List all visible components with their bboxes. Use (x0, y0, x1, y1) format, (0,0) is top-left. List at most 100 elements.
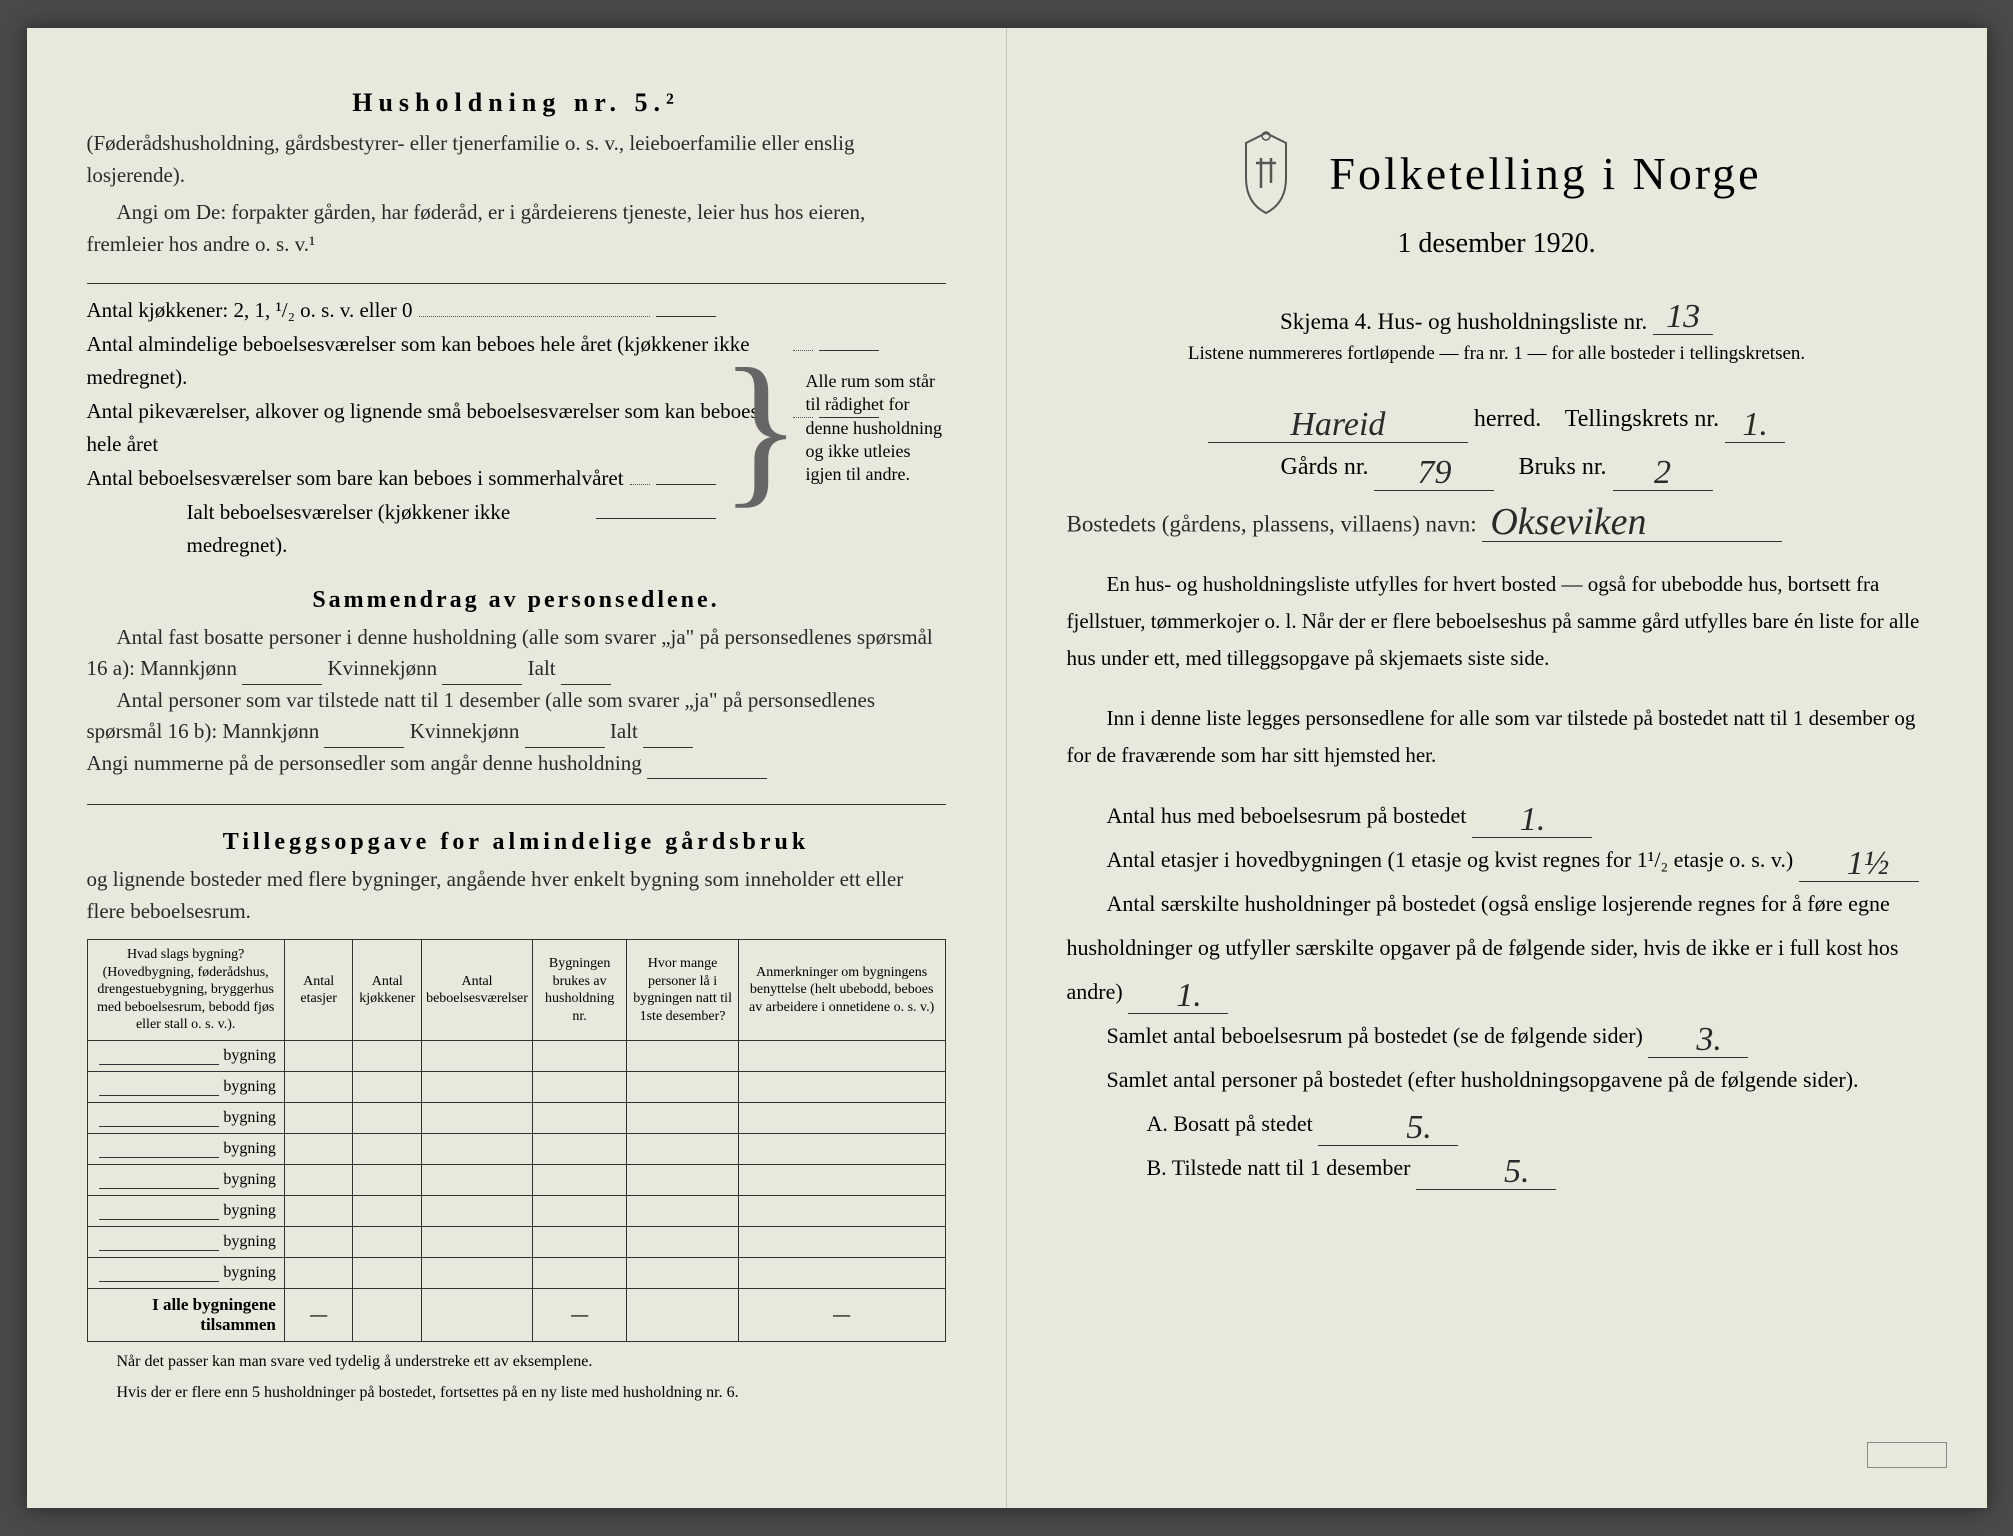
th-3: Antal beboelsesværelser (422, 940, 533, 1041)
table-cell: — (738, 1288, 945, 1341)
bygning-table: Hvad slags bygning? (Hovedbygning, føder… (87, 939, 946, 1342)
kvinne-label-2: Kvinnekjønn (410, 719, 520, 743)
qA-line: A. Bosatt på stedet 5. (1067, 1102, 1927, 1146)
table-row: bygning (87, 1257, 945, 1288)
table-cell (422, 1195, 533, 1226)
right-page: Folketelling i Norge 1 desember 1920. Sk… (1007, 28, 1987, 1508)
kvinne-label: Kvinnekjønn (327, 656, 437, 680)
table-row: bygning (87, 1071, 945, 1102)
footnote-1: Når det passer kan man svare ved tydelig… (87, 1352, 946, 1373)
blank-full (87, 785, 946, 805)
table-cell (532, 1164, 626, 1195)
th-1: Antal etasjer (284, 940, 353, 1041)
table-cell (627, 1257, 739, 1288)
row-label-cell: bygning (87, 1102, 284, 1133)
table-cell (353, 1040, 422, 1071)
sammendrag-1: Antal fast bosatte personer i denne hush… (87, 622, 946, 685)
q1-label: Antal hus med beboelsesrum på bostedet (1107, 803, 1467, 828)
krets-value: 1. (1725, 408, 1785, 443)
table-cell (284, 1195, 353, 1226)
table-cell (627, 1071, 739, 1102)
skjema-line: Skjema 4. Hus- og husholdningsliste nr. … (1067, 300, 1927, 335)
brace-icon: } (720, 343, 802, 513)
table-cell (353, 1257, 422, 1288)
room-label-4: Ialt beboelsesværelser (kjøkkener ikke m… (187, 496, 596, 563)
table-cell (353, 1133, 422, 1164)
table-cell (627, 1164, 739, 1195)
tillegg-title: Tilleggsopgave for almindelige gårdsbruk (87, 829, 946, 856)
instruction: Listene nummereres fortløpende — fra nr.… (1067, 343, 1927, 365)
table-cell: — (532, 1288, 626, 1341)
subtitle: 1 desember 1920. (1067, 228, 1927, 260)
left-page: Husholdning nr. 5.² (Føderådshusholdning… (27, 28, 1007, 1508)
table-cell (284, 1071, 353, 1102)
table-cell (627, 1288, 739, 1341)
dotted-fill (419, 301, 650, 317)
gards-label: Gårds nr. (1281, 454, 1369, 480)
table-cell (353, 1226, 422, 1257)
main-title: Folketelling i Norge (1329, 147, 1761, 200)
table-footer-label: I alle bygningene tilsammen (87, 1288, 284, 1341)
q4-line: Samlet antal beboelsesrum på bostedet (s… (1067, 1014, 1927, 1058)
qB-value: 5. (1416, 1155, 1556, 1190)
table-cell (532, 1102, 626, 1133)
table-row: bygning (87, 1133, 945, 1164)
sammendrag-2: Antal personer som var tilstede natt til… (87, 685, 946, 748)
printer-stamp (1867, 1442, 1947, 1468)
para-1: En hus- og husholdningsliste utfylles fo… (1067, 566, 1927, 676)
table-row: bygning (87, 1164, 945, 1195)
gards-value: 79 (1374, 456, 1494, 491)
blank (596, 499, 716, 519)
husholdning-sub: (Føderådshusholdning, gårdsbestyrer- ell… (87, 128, 946, 191)
rooms-bracket-group: Antal kjøkkener: 2, 1, ¹/₂ o. s. v. elle… (87, 294, 946, 563)
table-cell (284, 1133, 353, 1164)
blank (242, 665, 322, 685)
table-cell (353, 1164, 422, 1195)
room-line-1: Antal almindelige beboelsesværelser som … (87, 328, 716, 395)
table-row: bygning (87, 1195, 945, 1226)
q2-value: 1½ (1799, 847, 1919, 882)
bosted-label: Bostedets (gårdens, plassens, villaens) … (1067, 512, 1477, 537)
th-5: Hvor mange personer lå i bygningen natt … (627, 940, 739, 1041)
table-cell (532, 1040, 626, 1071)
bracket-note: Alle rum som står til rådighet for denne… (806, 370, 946, 487)
blank (647, 759, 767, 779)
krets-label: Tellingskrets nr. (1565, 406, 1719, 432)
row-label-cell: bygning (87, 1164, 284, 1195)
table-cell (627, 1040, 739, 1071)
table-cell (738, 1102, 945, 1133)
room-label-2: Antal pikeværelser, alkover og lignende … (87, 395, 787, 462)
row-label-cell: bygning (87, 1257, 284, 1288)
blank (561, 665, 611, 685)
qB-label: B. Tilstede natt til 1 desember (1147, 1155, 1411, 1180)
table-cell (627, 1226, 739, 1257)
table-cell (532, 1195, 626, 1226)
herred-row: Hareid herred. Tellingskrets nr. 1. (1067, 395, 1927, 443)
blank (442, 665, 522, 685)
table-cell (532, 1071, 626, 1102)
q5-line: Samlet antal personer på bostedet (efter… (1067, 1058, 1927, 1102)
room-line-2: Antal pikeværelser, alkover og lignende … (87, 395, 716, 462)
gards-row: Gårds nr. 79 Bruks nr. 2 (1067, 443, 1927, 491)
husholdning-title: Husholdning nr. 5.² (87, 88, 946, 118)
room-label-1: Antal almindelige beboelsesværelser som … (87, 328, 787, 395)
kjokken-line: Antal kjøkkener: 2, 1, ¹/₂ o. s. v. elle… (87, 294, 716, 328)
qA-label: A. Bosatt på stedet (1147, 1111, 1313, 1136)
ialt-label: Ialt (528, 656, 556, 680)
blank (656, 297, 716, 317)
q3-value: 1. (1128, 979, 1228, 1014)
table-cell (284, 1102, 353, 1133)
table-cell (284, 1164, 353, 1195)
angi-text: Angi om De: forpakter gården, har føderå… (87, 197, 946, 260)
herred-label: herred. (1474, 406, 1541, 432)
room-line-3: Antal beboelsesværelser som bare kan beb… (87, 462, 716, 496)
q1-value: 1. (1472, 803, 1592, 838)
th-4: Bygningen brukes av husholdning nr. (532, 940, 626, 1041)
angi-nummer-text: Angi nummerne på de personsedler som ang… (87, 751, 642, 775)
table-cell (284, 1040, 353, 1071)
th-0: Hvad slags bygning? (Hovedbygning, føder… (87, 940, 284, 1041)
table-cell (353, 1102, 422, 1133)
table-cell (627, 1133, 739, 1164)
angi-blank (87, 264, 946, 284)
q4-label: Samlet antal beboelsesrum på bostedet (s… (1107, 1023, 1643, 1048)
